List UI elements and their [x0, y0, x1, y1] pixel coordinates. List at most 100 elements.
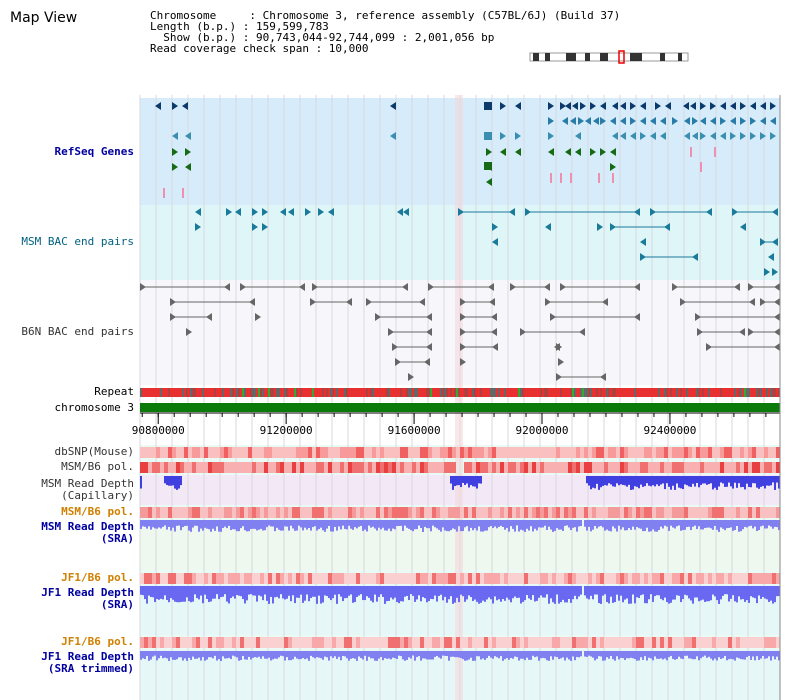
- msm-sra-depth-bar: [224, 520, 226, 527]
- msm-pol-strip: [224, 462, 228, 473]
- track-label-refseq[interactable]: RefSeq Genes: [54, 145, 134, 158]
- msm-sra-depth-bar: [378, 520, 380, 528]
- repeat-segment: [168, 388, 170, 397]
- jf1-sra-depth-bar: [268, 586, 270, 604]
- msm-cap-depth-bar: [648, 476, 650, 486]
- jf1-sra-depth-bar: [286, 586, 288, 599]
- jf1-pol2-strip: [716, 637, 720, 648]
- dbsnp-strip: [608, 447, 612, 458]
- dbsnp-strip: [652, 447, 656, 458]
- msm-sra-depth-bar: [488, 520, 490, 528]
- msm-cap-depth-bar: [634, 476, 636, 487]
- jf1-pol-strip: [668, 573, 672, 584]
- msm-sra-depth-bar: [642, 520, 644, 532]
- gene-arrow: [612, 102, 618, 110]
- msm-pol2-strip: [424, 507, 428, 518]
- jf1-trim-depth-bar: [722, 651, 724, 659]
- jf1-trim-depth-bar: [640, 651, 642, 658]
- dbsnp-strip: [556, 447, 560, 458]
- repeat-segment: [396, 388, 398, 397]
- msm-pol2-strip: [196, 507, 200, 518]
- jf1-pol-strip: [584, 573, 588, 584]
- msm-pol-strip: [516, 462, 520, 473]
- repeat-segment: [546, 388, 548, 397]
- msm-sra-depth-bar: [256, 520, 258, 531]
- msm-pol2-strip: [776, 507, 780, 518]
- msm-cap-depth-bar: [472, 476, 474, 487]
- msm-pol2-strip: [484, 507, 488, 518]
- dbsnp-strip: [532, 447, 536, 458]
- jf1-sra-depth-bar: [652, 586, 654, 602]
- jf1-trim-depth-bar: [634, 651, 636, 660]
- msm-sra-depth-bar: [238, 520, 240, 532]
- jf1-sra-depth-bar: [706, 586, 708, 602]
- track-label-b6n-bac[interactable]: B6N BAC end pairs: [21, 325, 134, 338]
- repeat-segment: [530, 388, 532, 397]
- msm-sra-depth-bar: [170, 520, 172, 531]
- jf1-trim-depth-bar: [480, 651, 482, 660]
- repeat-segment: [558, 388, 560, 397]
- repeat-segment: [366, 388, 368, 397]
- jf1-trim-depth-bar: [760, 651, 762, 659]
- jf1-pol-strip: [268, 573, 272, 584]
- msm-cap-depth-bar: [712, 476, 714, 490]
- msm-cap-depth-bar: [462, 476, 464, 483]
- gene-arrow: [760, 102, 766, 110]
- jf1-trim-depth-bar: [200, 651, 202, 661]
- msm-sra-depth-bar: [414, 520, 416, 530]
- jf1-sra-depth-bar: [480, 586, 482, 603]
- jf1-sra-depth-bar: [604, 586, 606, 595]
- msm-sra-depth-bar: [760, 520, 762, 527]
- msm-pol2-strip: [176, 507, 180, 518]
- jf1-pol2-strip: [420, 637, 424, 648]
- msm-sra-depth-bar: [598, 520, 600, 527]
- msm-sra-depth-bar: [746, 520, 748, 528]
- repeat-segment: [240, 388, 242, 397]
- chromosome-bar: [140, 403, 780, 412]
- repeat-segment: [718, 388, 720, 397]
- msm-pol-strip: [612, 462, 616, 473]
- msm-cap-depth-bar: [646, 476, 648, 484]
- repeat-segment: [274, 388, 276, 397]
- msm-sra-depth-bar: [690, 520, 692, 531]
- msm-sra-depth-bar: [316, 520, 318, 531]
- msm-cap-depth-bar: [664, 476, 666, 490]
- jf1-sra-depth-bar: [444, 586, 446, 597]
- dbsnp-strip: [604, 447, 608, 458]
- msm-sra-depth-bar: [428, 520, 430, 529]
- jf1-trim-depth-bar: [704, 651, 706, 656]
- jf1-sra-depth-bar: [544, 586, 546, 598]
- msm-sra-depth-bar: [668, 520, 670, 531]
- jf1-sra-depth-bar: [350, 586, 352, 595]
- msm-pol-strip: [464, 462, 468, 473]
- jf1-trim-depth-bar: [350, 651, 352, 659]
- msm-cap-depth-bar: [464, 476, 466, 485]
- msm-pol2-strip: [508, 507, 512, 518]
- jf1-pol-strip: [676, 573, 680, 584]
- jf1-sra-depth-bar: [222, 586, 224, 597]
- repeat-segment: [338, 388, 340, 397]
- jf1-trim-depth-bar: [598, 651, 600, 657]
- dbsnp-strip: [544, 447, 548, 458]
- msm-sra-depth-bar: [384, 520, 386, 531]
- jf1-trim-depth-bar: [196, 651, 198, 659]
- b6n-bac-pair-end: [748, 328, 754, 336]
- jf1-trim-depth-bar: [468, 651, 470, 660]
- msm-pol-strip: [712, 462, 716, 473]
- highlight-band: [455, 95, 463, 700]
- gene-arrow: [486, 148, 492, 156]
- jf1-pol-strip: [412, 573, 416, 584]
- repeat-segment: [692, 388, 694, 397]
- dbsnp-strip: [356, 447, 360, 458]
- b6n-bac-pair-end: [460, 298, 466, 306]
- msm-pol2-strip: [516, 507, 520, 518]
- track-label-msm-bac[interactable]: MSM BAC end pairs: [21, 235, 134, 248]
- dbsnp-strip: [592, 447, 596, 458]
- jf1-pol2-strip: [148, 637, 152, 648]
- jf1-trim-depth-bar: [216, 651, 218, 661]
- msm-pol2-strip: [444, 507, 448, 518]
- msm-sra-depth-bar: [544, 520, 546, 526]
- msm-sra-depth-bar: [552, 520, 554, 532]
- jf1-sra-depth-bar: [540, 586, 542, 596]
- msm-sra-depth-bar: [144, 520, 146, 527]
